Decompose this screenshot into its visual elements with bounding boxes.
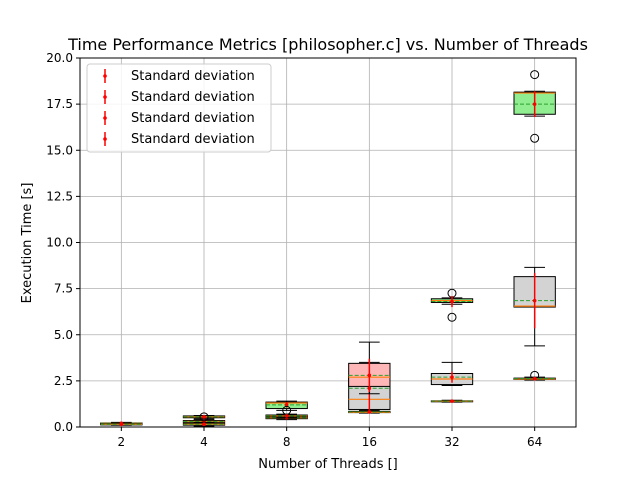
x-tick-label: 16 [362,435,377,449]
mean-point [284,403,289,407]
y-tick-label: 12.5 [46,189,73,203]
mean-point [119,422,124,427]
y-tick-label: 10.0 [46,236,73,250]
mean-point [532,376,537,381]
mean-point [532,102,537,106]
x-tick-label: 8 [283,435,291,449]
axes: 0.0 2.5 5.0 7.5 10.0 12.5 15.0 17.5 20.0 2 4 8 16 32 6… [46,51,542,449]
box-series [100,70,556,426]
mean-point [450,299,454,304]
flier-point [199,412,209,422]
legend-marker-dot [103,74,107,78]
mean-point [450,399,454,403]
y-tick-label: 20.0 [46,51,73,65]
flier-point [530,70,540,80]
legend-label: Standard deviation [131,69,255,84]
legend-marker-dot [103,137,107,141]
mean-point [202,422,206,427]
mean-point [284,414,289,418]
legend-label: Standard deviation [131,132,255,147]
mean-point [532,298,537,303]
y-tick-label: 7.5 [54,282,73,296]
flier-point [447,312,457,322]
legend: Standard deviation Standard deviation Stan… [86,63,272,153]
x-tick-label: 4 [200,435,208,449]
y-tick-label: 5.0 [54,328,73,342]
flier-point [530,133,540,143]
legend-box [86,63,272,153]
legend-marker-dot [103,95,107,99]
mean-point [450,375,454,379]
box-series [100,358,556,427]
box-groups [100,70,556,427]
legend-label: Standard deviation [131,111,255,126]
y-tick-label: 15.0 [46,143,73,157]
y-tick-label: 0.0 [54,420,73,434]
y-tick-label: 17.5 [46,97,73,111]
x-tick-label: 2 [118,435,126,449]
y-axis-label: Execution Time [s] [20,183,35,304]
chart-title: Time Performance Metrics [philosopher.c]… [67,35,588,54]
mean-point [367,373,372,378]
mean-point [202,415,206,419]
legend-marker-dot [103,116,107,120]
x-axis-label: Number of Threads [] [258,457,398,472]
y-tick-label: 2.5 [54,374,73,388]
x-tick-label: 64 [527,435,542,449]
x-tick-label: 32 [444,435,459,449]
legend-label: Standard deviation [131,90,255,105]
mean-point [367,410,372,414]
